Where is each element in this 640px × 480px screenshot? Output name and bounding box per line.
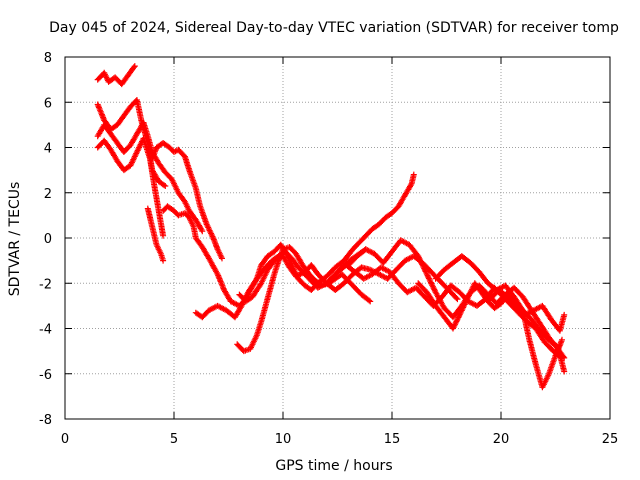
series-track-5 bbox=[149, 140, 225, 262]
x-tick-label: 10 bbox=[275, 432, 292, 447]
y-tick-label: -8 bbox=[39, 413, 52, 428]
data-markers bbox=[487, 287, 568, 334]
y-tick-label: 4 bbox=[44, 142, 52, 157]
series-track-6 bbox=[160, 171, 417, 309]
y-axis-label: SDTVAR / TECUs bbox=[7, 182, 23, 297]
series-track-9 bbox=[236, 253, 461, 305]
data-markers bbox=[94, 135, 167, 239]
data-markers bbox=[94, 63, 138, 88]
y-tick-label: -2 bbox=[39, 277, 52, 292]
x-tick-label: 5 bbox=[170, 432, 178, 447]
y-tick-label: 6 bbox=[44, 96, 52, 111]
series-track-14 bbox=[487, 287, 568, 334]
y-tick-label: -6 bbox=[39, 368, 52, 383]
grid bbox=[65, 57, 610, 419]
y-tick-label: -4 bbox=[39, 323, 52, 338]
series-track-4b bbox=[144, 205, 167, 264]
y-tick-label: 0 bbox=[44, 232, 52, 247]
x-axis-label: GPS time / hours bbox=[275, 458, 392, 474]
data-markers bbox=[236, 253, 461, 305]
data-marks bbox=[94, 63, 568, 391]
x-tick-label: 20 bbox=[493, 432, 510, 447]
series-track-1 bbox=[94, 63, 138, 88]
series-track-13 bbox=[432, 253, 565, 391]
chart-title: Day 045 of 2024, Sidereal Day-to-day VTE… bbox=[49, 20, 619, 36]
x-tick-label: 0 bbox=[61, 432, 69, 447]
y-tick-label: 2 bbox=[44, 187, 52, 202]
x-tick-label: 25 bbox=[602, 432, 619, 447]
axes bbox=[64, 56, 611, 420]
data-markers bbox=[149, 140, 225, 262]
series-track-4 bbox=[94, 135, 167, 239]
data-markers bbox=[432, 253, 565, 391]
data-markers bbox=[144, 205, 167, 264]
data-markers bbox=[160, 171, 417, 309]
tick-labels: 0 5 10 15 20 25 -8 -6 -4 -2 0 2 4 6 8 bbox=[39, 51, 618, 447]
y-tick-label: 8 bbox=[44, 51, 52, 66]
x-tick-label: 15 bbox=[384, 432, 401, 447]
